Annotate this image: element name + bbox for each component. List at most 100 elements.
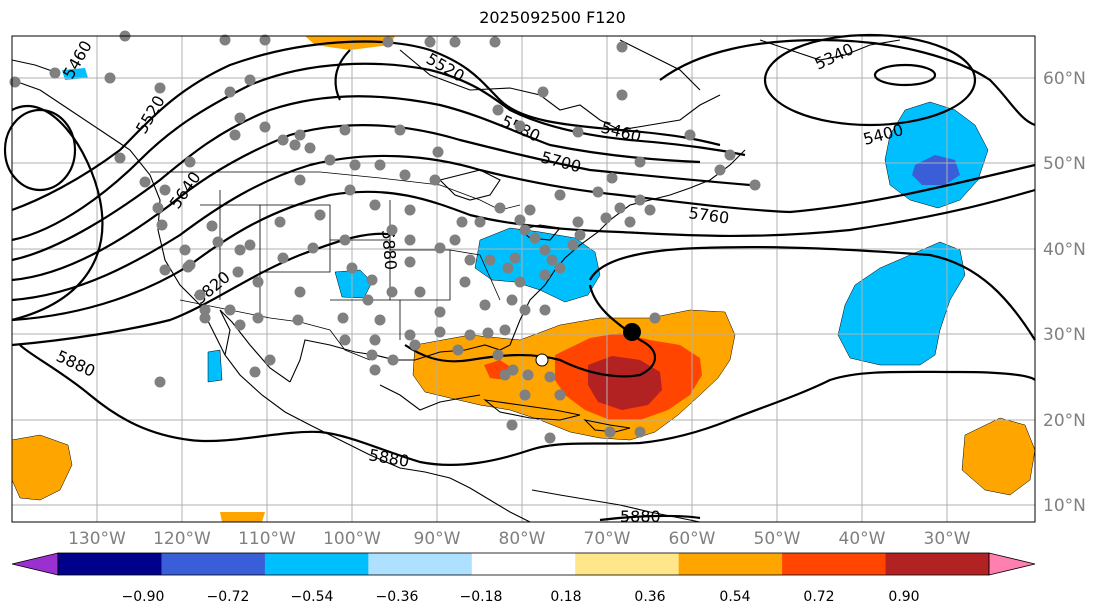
- station-marker: [346, 262, 358, 274]
- contour-label: 5880: [378, 229, 400, 271]
- station-marker: [492, 349, 504, 361]
- colorbar-segment: [885, 553, 990, 575]
- station-marker: [634, 194, 646, 206]
- map-title: 2025092500 F120: [479, 8, 626, 27]
- map-border: [11, 35, 1036, 523]
- station-marker: [434, 306, 446, 318]
- lon-label: 130°W: [68, 529, 126, 549]
- station-marker: [592, 186, 604, 198]
- station-marker: [554, 189, 566, 201]
- station-marker: [519, 389, 531, 401]
- station-marker: [184, 259, 196, 271]
- station-marker: [294, 129, 306, 141]
- colorbar-segment: [161, 553, 266, 575]
- station-marker: [574, 229, 586, 241]
- colorbar-tick-label: −0.72: [207, 589, 250, 605]
- storm-marker-open: [535, 353, 549, 367]
- station-marker: [339, 124, 351, 136]
- station-marker: [219, 34, 231, 46]
- lon-label: 80°W: [499, 529, 546, 549]
- station-marker: [600, 212, 612, 224]
- station-marker: [212, 236, 224, 248]
- station-marker: [539, 304, 551, 316]
- station-marker: [519, 304, 531, 316]
- colorbar-segment: [575, 553, 680, 575]
- station-marker: [199, 312, 211, 324]
- colorbar-segment: [368, 553, 473, 575]
- colorbar-tick-labels: −0.90 −0.72 −0.54 −0.36 −0.18 0.18 0.36 …: [122, 589, 920, 605]
- station-marker: [234, 319, 246, 331]
- station-marker: [259, 34, 271, 46]
- station-marker: [154, 82, 166, 94]
- station-marker: [234, 112, 246, 124]
- station-marker: [539, 244, 551, 256]
- station-marker: [139, 176, 151, 188]
- station-marker: [294, 286, 306, 298]
- station-marker: [554, 262, 566, 274]
- station-marker: [464, 254, 476, 266]
- station-marker: [289, 139, 301, 151]
- station-marker: [644, 204, 656, 216]
- colorbar-tick-label: 0.54: [719, 589, 750, 605]
- station-marker: [274, 216, 286, 228]
- warm-anomaly-top: [305, 36, 395, 50]
- colorbar-tick-label: −0.90: [122, 589, 165, 605]
- colorbar-tick-label: −0.36: [376, 589, 419, 605]
- station-marker: [537, 86, 549, 98]
- storm-center-marker: [623, 323, 641, 341]
- lat-label: 10°N: [1043, 496, 1086, 516]
- station-marker: [382, 36, 394, 48]
- station-marker: [616, 89, 628, 101]
- station-marker: [307, 242, 319, 254]
- station-marker: [606, 172, 618, 184]
- station-marker: [546, 254, 558, 266]
- station-marker: [684, 129, 696, 141]
- station-marker: [252, 276, 264, 288]
- station-marker: [482, 327, 494, 339]
- colorbar-tick-label: 0.18: [550, 589, 581, 605]
- station-marker: [159, 264, 171, 276]
- station-marker: [404, 329, 416, 341]
- station-marker: [614, 202, 626, 214]
- station-marker: [264, 354, 276, 366]
- station-marker: [179, 244, 191, 256]
- station-marker: [456, 216, 468, 228]
- station-marker: [506, 294, 518, 306]
- station-marker: [324, 154, 336, 166]
- station-marker: [386, 286, 398, 298]
- station-marker: [514, 276, 526, 288]
- station-marker: [494, 202, 506, 214]
- station-marker: [616, 41, 628, 53]
- station-marker: [529, 232, 541, 244]
- station-marker: [634, 426, 646, 438]
- station-marker: [634, 156, 646, 168]
- station-marker: [339, 234, 351, 246]
- lon-label: 50°W: [754, 529, 801, 549]
- height-contours: [3, 33, 1036, 522]
- station-marker: [156, 219, 168, 231]
- station-marker: [244, 74, 256, 86]
- station-marker: [567, 239, 579, 251]
- station-marker: [514, 214, 526, 226]
- station-marker: [492, 104, 504, 116]
- station-marker: [489, 36, 501, 48]
- colorbar-segment: [264, 553, 369, 575]
- colorbar-tick-label: −0.54: [291, 589, 334, 605]
- station-marker: [514, 120, 526, 132]
- station-marker: [184, 156, 196, 168]
- station-marker: [224, 86, 236, 98]
- warm-anomaly-bottom: [220, 512, 265, 522]
- station-marker: [49, 67, 61, 79]
- station-marker: [229, 129, 241, 141]
- station-marker: [414, 286, 426, 298]
- station-marker: [224, 304, 236, 316]
- station-marker: [369, 199, 381, 211]
- colorbar-extend-high: [988, 552, 1036, 576]
- lat-label: 30°N: [1043, 325, 1086, 345]
- station-marker: [544, 371, 556, 383]
- colorbar: [11, 552, 1036, 576]
- station-marker: [344, 184, 356, 196]
- longitude-labels: 130°W 120°W 110°W 100°W 90°W 80°W 70°W 6…: [68, 529, 971, 549]
- colorbar-segment: [58, 553, 162, 575]
